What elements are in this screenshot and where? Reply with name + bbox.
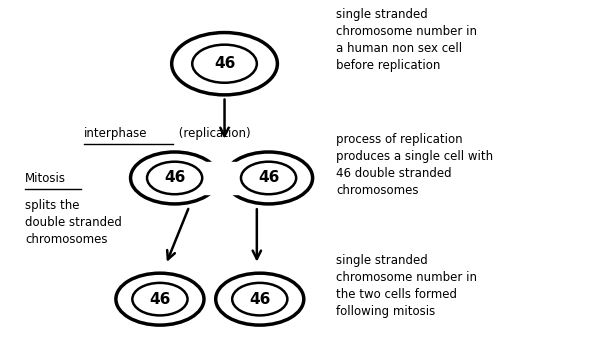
Text: 46: 46 <box>258 170 279 185</box>
Text: single stranded
chromosome number in
a human non sex cell
before replication: single stranded chromosome number in a h… <box>336 8 477 72</box>
Circle shape <box>172 32 277 95</box>
Text: process of replication
produces a single cell with
46 double stranded
chromosome: process of replication produces a single… <box>336 133 493 197</box>
Text: 46: 46 <box>149 292 171 307</box>
Text: 46: 46 <box>214 56 235 71</box>
Circle shape <box>241 162 296 194</box>
Circle shape <box>116 273 204 325</box>
Text: 46: 46 <box>249 292 270 307</box>
Circle shape <box>147 162 202 194</box>
Circle shape <box>132 283 188 315</box>
Text: 46: 46 <box>164 170 185 185</box>
Text: Mitosis: Mitosis <box>25 172 66 185</box>
Circle shape <box>192 45 257 83</box>
Text: (replication): (replication) <box>175 127 250 140</box>
Text: interphase: interphase <box>84 127 147 140</box>
Circle shape <box>232 283 287 315</box>
Circle shape <box>225 152 313 204</box>
Circle shape <box>130 152 219 204</box>
Text: splits the
double stranded
chromosomes: splits the double stranded chromosomes <box>25 199 122 246</box>
Circle shape <box>216 273 304 325</box>
Text: single stranded
chromosome number in
the two cells formed
following mitosis: single stranded chromosome number in the… <box>336 254 477 318</box>
